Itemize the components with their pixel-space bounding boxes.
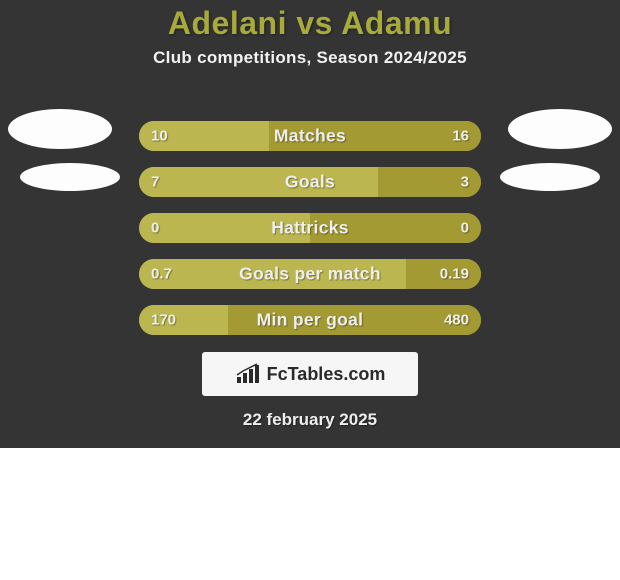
bar-segment-left — [139, 167, 378, 197]
stat-label: Goals per match — [239, 264, 381, 285]
stat-bar: Goals per match 0.7 0.19 — [139, 259, 481, 289]
player-avatar-right — [508, 109, 612, 149]
stat-bar: Matches 10 16 — [139, 121, 481, 151]
stat-row: Min per goal 170 480 — [0, 302, 620, 338]
date-text: 22 february 2025 — [243, 410, 377, 430]
stat-row: Matches 10 16 — [0, 118, 620, 154]
stat-value-left: 7 — [151, 174, 159, 191]
player-avatar-left — [8, 109, 112, 149]
stat-label: Hattricks — [271, 218, 349, 239]
stat-bar: Min per goal 170 480 — [139, 305, 481, 335]
page-subtitle: Club competitions, Season 2024/2025 — [0, 48, 620, 68]
stat-value-left: 0.7 — [151, 266, 172, 283]
stat-bar: Goals 7 3 — [139, 167, 481, 197]
stats-bars: Matches 10 16 Goals 7 3 Hattricks 0 0 Goals per m… — [0, 118, 620, 348]
stat-value-left: 10 — [151, 128, 168, 145]
player-avatar-left — [20, 163, 120, 191]
stat-row: Goals per match 0.7 0.19 — [0, 256, 620, 292]
stat-value-right: 16 — [452, 128, 469, 145]
stat-value-right: 0.19 — [440, 266, 469, 283]
stat-value-right: 0 — [461, 220, 469, 237]
stat-value-left: 0 — [151, 220, 159, 237]
stat-label: Goals — [285, 172, 335, 193]
stat-label: Matches — [274, 126, 346, 147]
logo-text: FcTables.com — [267, 364, 386, 385]
chart-icon — [235, 363, 263, 385]
page-title: Adelani vs Adamu — [0, 0, 620, 42]
stat-row: Hattricks 0 0 — [0, 210, 620, 246]
stat-label: Min per goal — [257, 310, 364, 331]
stat-row: Goals 7 3 — [0, 164, 620, 200]
player-avatar-right — [500, 163, 600, 191]
stat-bar: Hattricks 0 0 — [139, 213, 481, 243]
comparison-panel: Adelani vs Adamu Club competitions, Seas… — [0, 0, 620, 448]
stat-value-right: 480 — [444, 312, 469, 329]
stat-value-left: 170 — [151, 312, 176, 329]
stat-value-right: 3 — [461, 174, 469, 191]
logo-box: FcTables.com — [202, 352, 418, 396]
